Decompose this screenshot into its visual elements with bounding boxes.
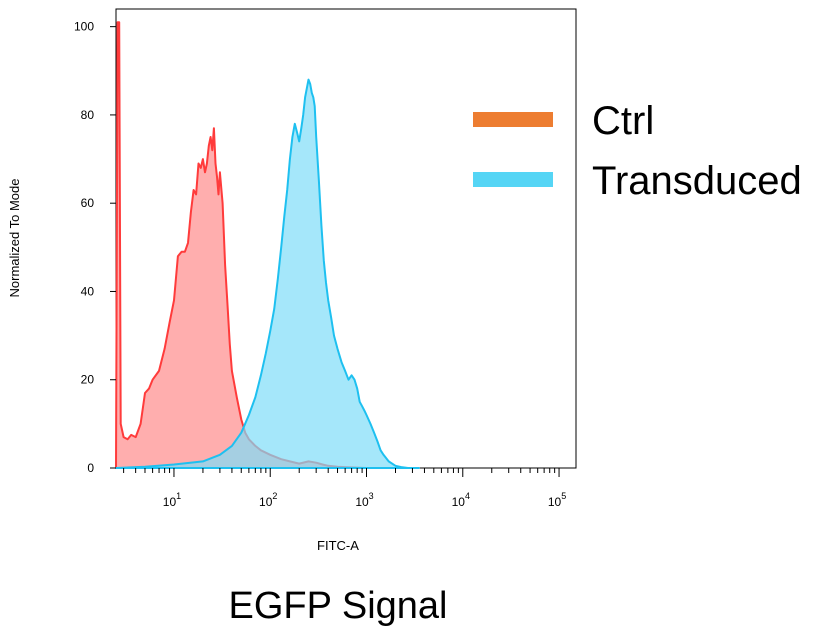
x-axis: 101 102 103 104 105 <box>163 468 566 509</box>
series-layer <box>115 21 420 469</box>
x-tick-label: 105 <box>548 491 566 509</box>
y-axis-label: Normalized To Mode <box>7 179 22 298</box>
series-area-transduced <box>115 78 420 469</box>
plot-area: 101 102 103 104 105 0 20 40 60 80 100 <box>74 8 577 509</box>
y-axis: 0 20 40 60 80 100 <box>74 20 116 475</box>
y-tick-label: 60 <box>81 196 95 210</box>
y-tick-label: 0 <box>87 461 94 475</box>
x-minor-ticks <box>123 468 556 473</box>
chart-caption: EGFP Signal <box>229 585 448 627</box>
legend-label-transduced: Transduced <box>592 159 802 203</box>
x-tick-label: 103 <box>355 491 373 509</box>
legend-swatch-transduced <box>473 172 553 187</box>
y-tick-label: 80 <box>81 108 95 122</box>
x-tick-label: 101 <box>163 491 181 509</box>
y-tick-label: 40 <box>81 284 95 298</box>
y-tick-label: 100 <box>74 20 94 34</box>
x-axis-label: FITC-A <box>317 538 359 553</box>
x-tick-label: 102 <box>259 491 277 509</box>
y-tick-label: 20 <box>81 373 95 387</box>
legend-swatch-ctrl <box>473 112 553 127</box>
legend-label-ctrl: Ctrl <box>592 99 654 143</box>
x-tick-label: 104 <box>452 491 470 509</box>
legend: Ctrl Transduced <box>473 99 802 203</box>
